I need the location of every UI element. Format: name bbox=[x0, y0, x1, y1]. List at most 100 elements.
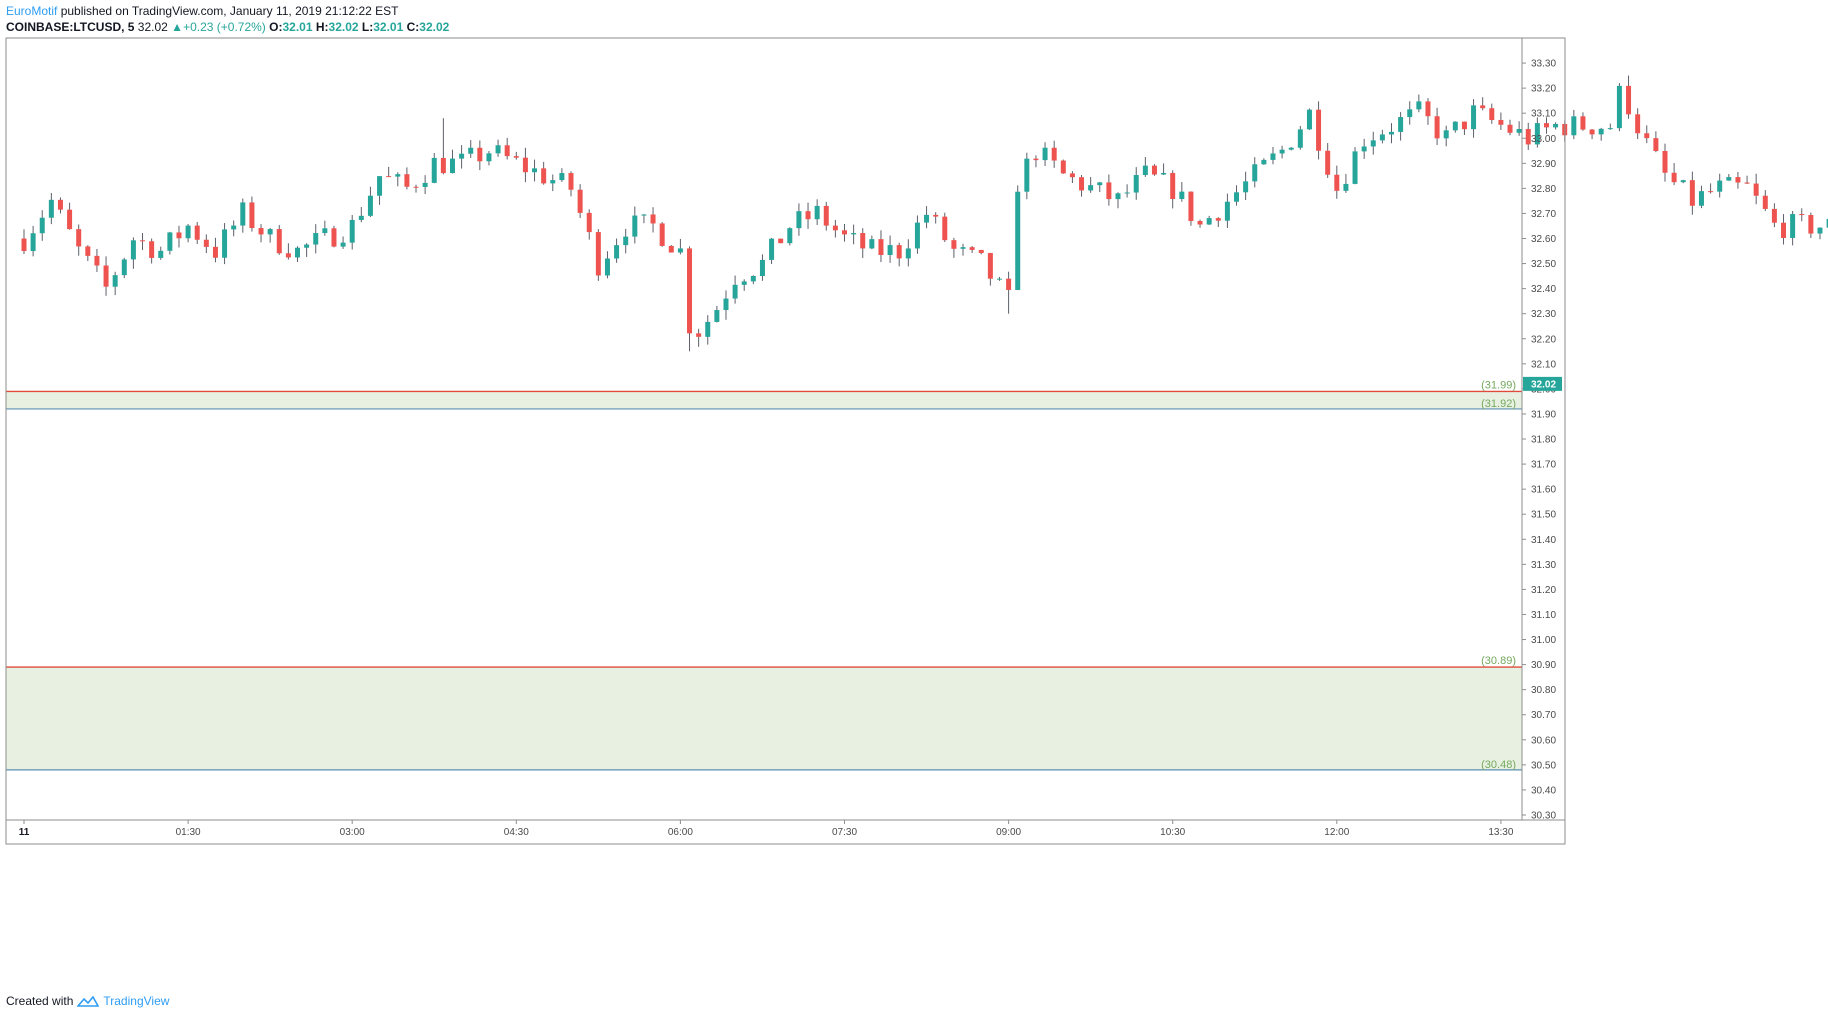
open-label: O: bbox=[269, 20, 283, 34]
candle-body bbox=[1343, 183, 1349, 191]
candle-body bbox=[285, 253, 291, 258]
candle-body bbox=[595, 232, 601, 276]
zone-top-label-1: (30.89) bbox=[1481, 655, 1516, 667]
candle-body bbox=[1097, 182, 1103, 186]
candle-body bbox=[1762, 195, 1768, 209]
candle-body bbox=[814, 205, 820, 220]
candle-body bbox=[176, 232, 182, 239]
chart-header: EuroMotif published on TradingView.com, … bbox=[6, 4, 398, 19]
price-tick-label: 31.10 bbox=[1531, 610, 1556, 621]
candle-body bbox=[1179, 191, 1185, 199]
candle-body bbox=[1425, 101, 1431, 117]
candle-body bbox=[1197, 221, 1203, 225]
candle-body bbox=[951, 240, 957, 249]
candle-body bbox=[1015, 191, 1021, 290]
candle-body bbox=[1516, 128, 1522, 133]
candle-body bbox=[541, 168, 547, 184]
price-tick-label: 30.80 bbox=[1531, 685, 1556, 696]
time-axis[interactable]: 11 01:30 03:00 04:30 06:00 07:30 09:00 10:30 12:… bbox=[19, 820, 1514, 838]
price-tick-label: 31.80 bbox=[1531, 435, 1556, 446]
candle-body bbox=[1234, 192, 1240, 202]
price-tick-label: 30.40 bbox=[1531, 785, 1556, 796]
candle-body bbox=[1297, 129, 1303, 148]
low-label: L: bbox=[361, 20, 374, 34]
candle-body bbox=[468, 147, 474, 154]
footer: Created with TradingView bbox=[6, 994, 169, 1009]
close-value: 32.02 bbox=[419, 20, 450, 34]
symbol-label[interactable]: COINBASE:LTCUSD, 5 bbox=[6, 20, 135, 34]
candle-body bbox=[559, 173, 565, 181]
candle-body bbox=[750, 276, 756, 282]
price-tick-label: 32.50 bbox=[1531, 259, 1556, 270]
high-value: 32.02 bbox=[328, 20, 359, 34]
candle-body bbox=[304, 244, 310, 248]
candle-body bbox=[194, 225, 200, 240]
candle-body bbox=[696, 333, 702, 337]
candle-body bbox=[1279, 149, 1285, 154]
candle-body bbox=[1698, 191, 1704, 206]
candle-body bbox=[1753, 183, 1759, 196]
candle-body bbox=[1708, 191, 1714, 193]
chart-frame bbox=[5, 37, 1566, 845]
created-with-label: Created with bbox=[6, 994, 74, 1008]
candle-body bbox=[1325, 150, 1331, 175]
candle-body bbox=[522, 157, 528, 173]
candle-body bbox=[796, 211, 802, 229]
candle-body bbox=[1206, 218, 1212, 225]
price-tick-label: 32.80 bbox=[1531, 184, 1556, 195]
candle-body bbox=[1288, 147, 1294, 150]
candle-body bbox=[212, 246, 218, 258]
price-tick-label: 32.30 bbox=[1531, 309, 1556, 320]
candle-body bbox=[149, 241, 155, 258]
author-link[interactable]: EuroMotif bbox=[6, 4, 58, 18]
candle-body bbox=[905, 248, 911, 259]
price-tick-label: 31.50 bbox=[1531, 510, 1556, 521]
candle-body bbox=[1489, 108, 1495, 120]
candle-body bbox=[1644, 133, 1650, 139]
price-tick-label: 30.30 bbox=[1531, 810, 1556, 821]
tradingview-logo-icon bbox=[77, 995, 100, 1007]
candle-body bbox=[1671, 172, 1677, 183]
candle-body bbox=[1215, 218, 1221, 221]
candle-body bbox=[1808, 214, 1814, 234]
candle-body bbox=[1188, 191, 1194, 222]
candle-body bbox=[1133, 175, 1139, 193]
candle-body bbox=[1498, 119, 1504, 125]
candle-body bbox=[1534, 123, 1540, 145]
price-axis[interactable]: 30.30 30.40 30.50 30.60 30.70 30.80 30.90 31.00… bbox=[1522, 59, 1562, 822]
candle-body bbox=[1452, 121, 1458, 131]
candle-body bbox=[1598, 128, 1604, 135]
candle-body bbox=[431, 157, 437, 183]
candle-body bbox=[1416, 101, 1422, 110]
candle-body bbox=[249, 202, 255, 229]
candle-body bbox=[1799, 214, 1805, 216]
candle-body bbox=[1653, 138, 1659, 151]
candle-body bbox=[30, 233, 36, 252]
candle-body bbox=[924, 214, 930, 223]
candle-body bbox=[1161, 172, 1167, 175]
candle-body bbox=[869, 239, 875, 249]
price-tick-label: 33.00 bbox=[1531, 134, 1556, 145]
price-tick-label: 30.60 bbox=[1531, 735, 1556, 746]
candle-body bbox=[486, 153, 492, 162]
time-tick-label: 11 bbox=[19, 827, 30, 838]
candle-body bbox=[1571, 116, 1577, 136]
candle-body bbox=[960, 247, 966, 249]
price-tick-label: 31.00 bbox=[1531, 635, 1556, 646]
candle-body bbox=[568, 173, 574, 190]
tradingview-brand[interactable]: TradingView bbox=[103, 994, 170, 1008]
candle-body bbox=[1525, 128, 1531, 145]
price-tick-label: 33.10 bbox=[1531, 109, 1556, 120]
candle-body bbox=[577, 189, 583, 213]
candle-body bbox=[103, 265, 109, 287]
candle-body bbox=[933, 214, 939, 217]
candle-body bbox=[1261, 159, 1267, 165]
price-tick-label: 33.30 bbox=[1531, 59, 1556, 70]
time-tick-label: 03:00 bbox=[340, 827, 365, 838]
candle-body bbox=[513, 156, 519, 158]
candle-body bbox=[1106, 182, 1112, 200]
ticker-legend: COINBASE:LTCUSD, 5 32.02 ▲+0.23 (+0.72%)… bbox=[6, 20, 449, 35]
last-price: 32.02 bbox=[137, 20, 168, 34]
candle-body bbox=[705, 321, 711, 337]
